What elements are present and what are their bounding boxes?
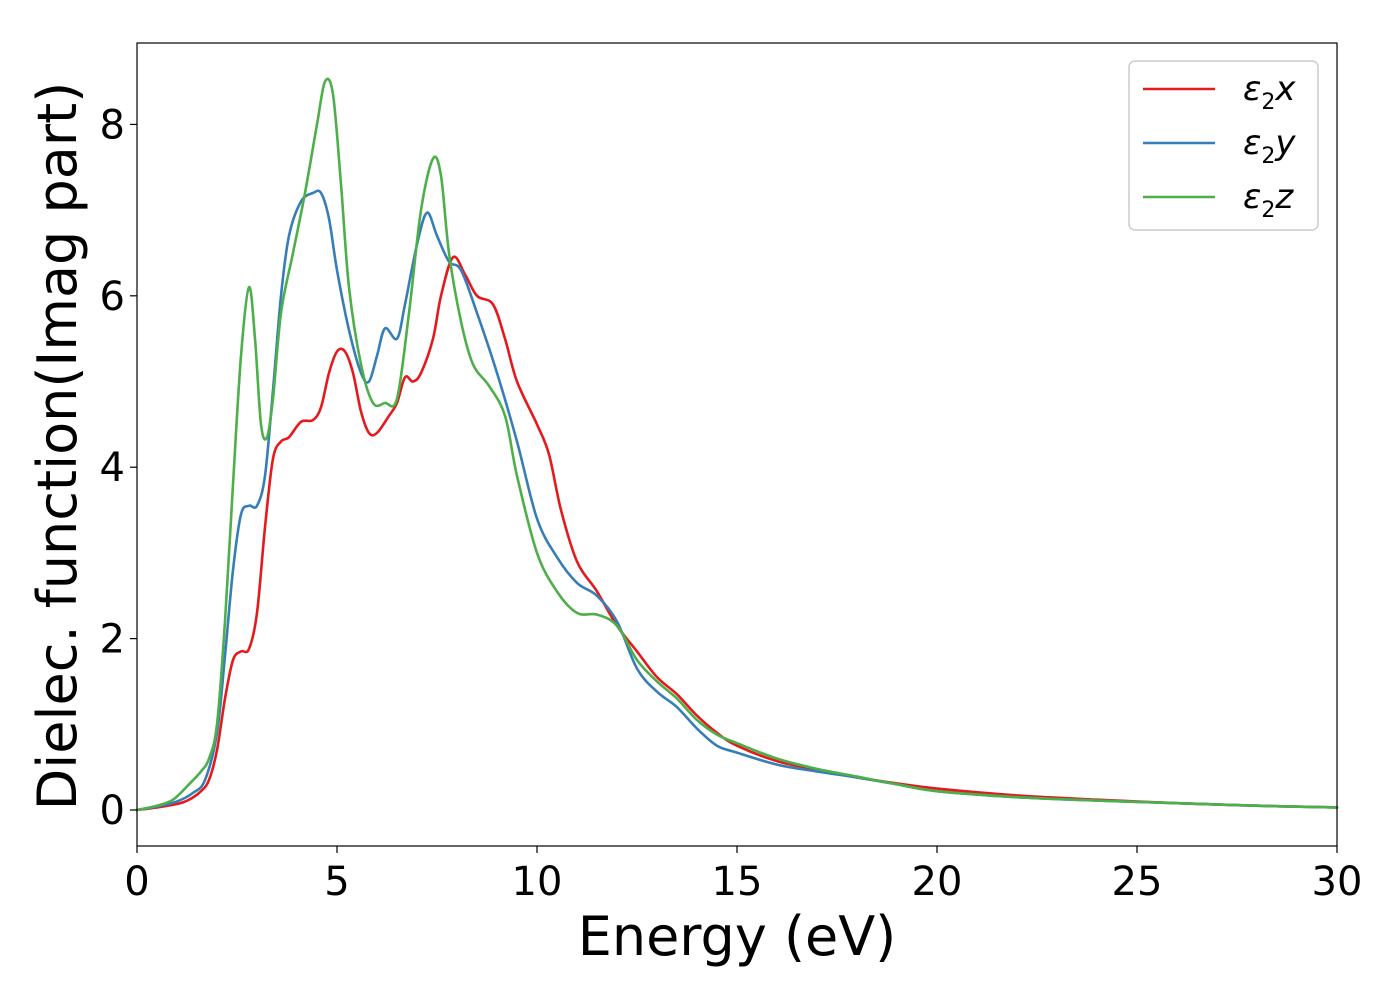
x-tick-label: 0 — [124, 859, 149, 905]
y-tick-label: 8 — [100, 102, 125, 148]
x-tick-label: 10 — [512, 859, 563, 905]
legend: ε2x ε2y ε2z — [1128, 60, 1319, 231]
x-tick-label: 15 — [712, 859, 763, 905]
x-tick-label: 30 — [1312, 859, 1363, 905]
y-tick-label: 0 — [100, 788, 125, 834]
x-tick-label: 5 — [324, 859, 349, 905]
series-line-y — [135, 189, 1339, 812]
y-axis-title: Dielec. function(Imag part) — [26, 82, 89, 811]
legend-box — [1128, 60, 1319, 231]
x-tick-label: 25 — [1112, 859, 1163, 905]
y-tick-label: 6 — [100, 274, 125, 320]
x-tick-label: 20 — [912, 859, 963, 905]
legend-label-x: ε2x — [1243, 69, 1296, 115]
legend-label-z: ε2z — [1243, 177, 1294, 223]
series-line-z — [135, 77, 1339, 812]
legend-label-y: ε2y — [1243, 123, 1296, 169]
series-line-x — [135, 255, 1339, 812]
y-axis-ticks: 0 2 4 6 8 — [100, 102, 137, 834]
y-tick-label: 2 — [100, 617, 125, 663]
series-layer — [135, 77, 1339, 812]
x-axis-ticks: 0 5 10 15 20 25 30 — [124, 846, 1362, 905]
y-tick-label: 4 — [100, 445, 125, 491]
legend-entries: ε2x ε2y ε2z — [1143, 69, 1296, 223]
x-axis-title: Energy (eV) — [578, 905, 897, 968]
